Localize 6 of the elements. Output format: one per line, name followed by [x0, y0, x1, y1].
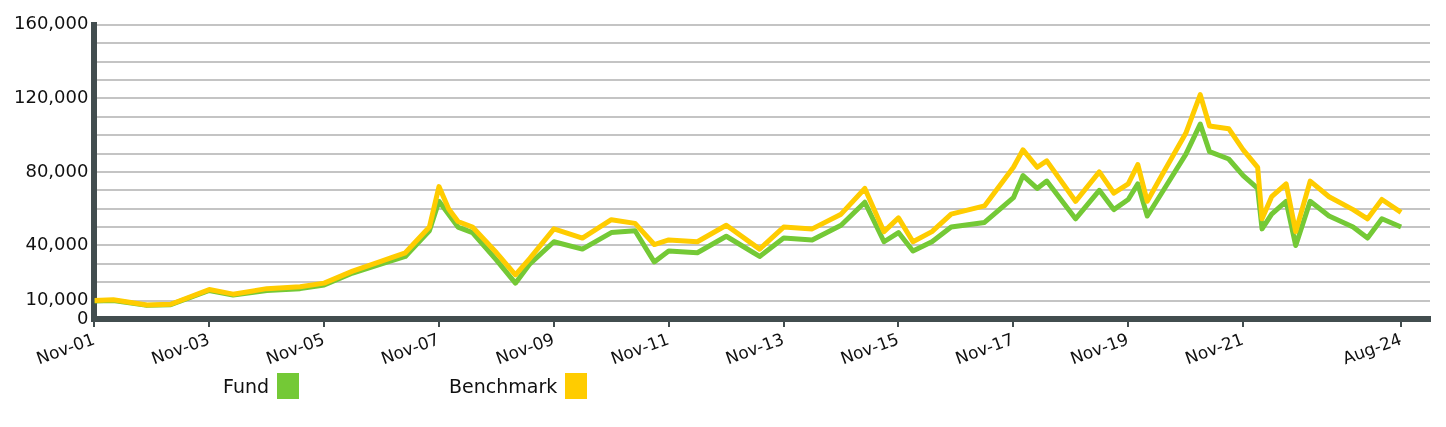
- y-tick-label: 80,000: [25, 159, 89, 181]
- legend-label: Fund: [223, 375, 270, 397]
- legend-label: Benchmark: [449, 375, 558, 397]
- y-tick-label: 40,000: [25, 233, 89, 255]
- y-tick-label: 160,000: [14, 12, 89, 34]
- y-tick-label: 120,000: [14, 86, 89, 108]
